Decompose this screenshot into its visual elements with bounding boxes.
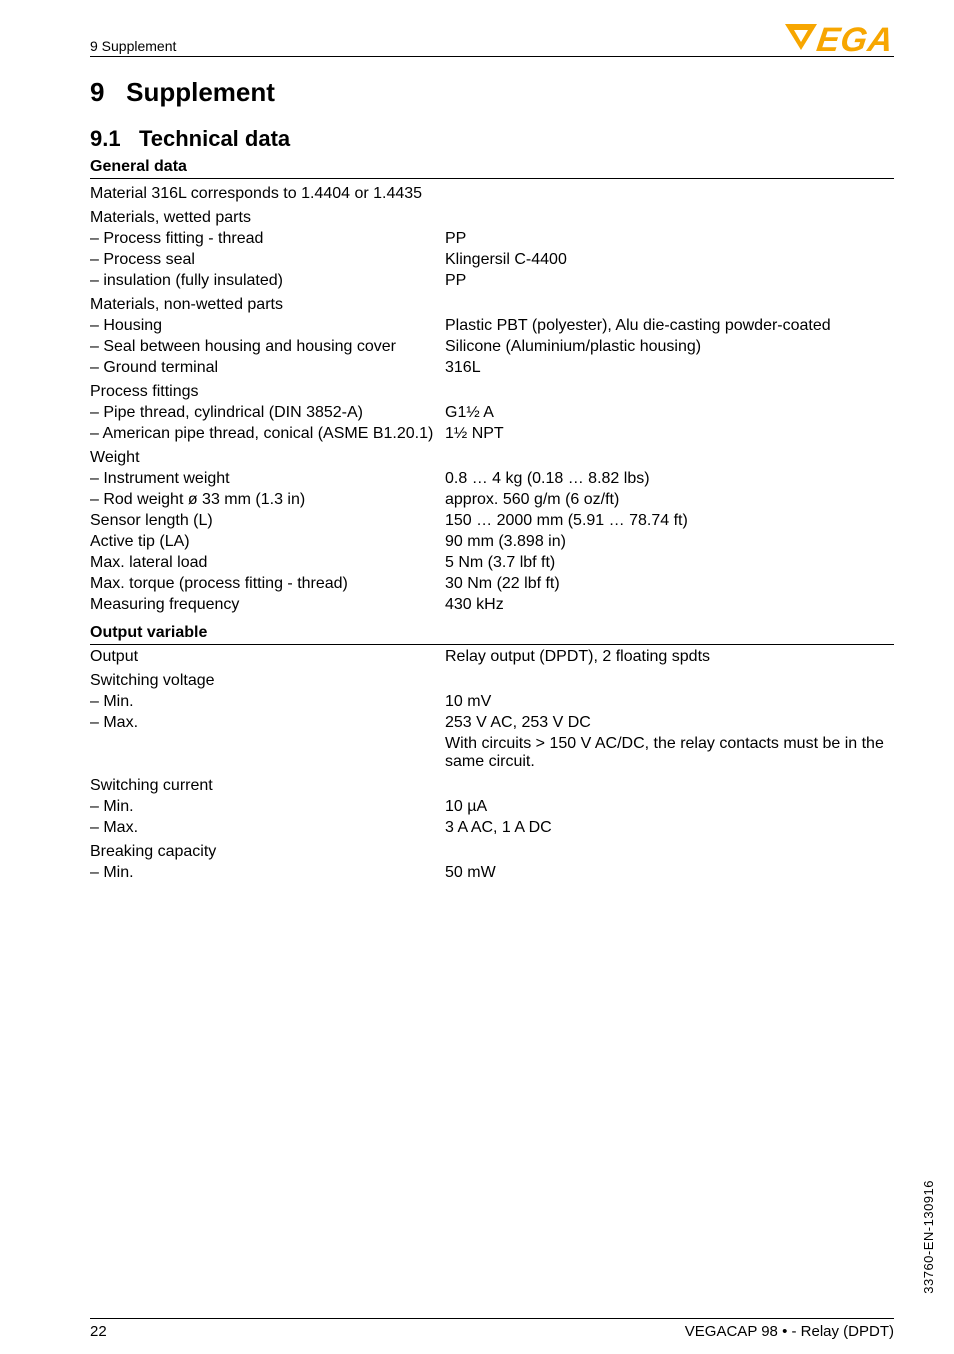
row-key: Rod weight ø 33 mm (1.3 in) <box>90 491 445 509</box>
table-row: Max.3 A AC, 1 A DC <box>90 819 894 837</box>
vega-logo: EGA <box>783 22 894 58</box>
switching-voltage-note: With circuits > 150 V AC/DC, the relay c… <box>445 735 894 771</box>
row-key: Ground terminal <box>90 359 445 377</box>
table-row: Max. torque (process fitting - thread)30… <box>90 575 894 593</box>
row-key: Process fitting - thread <box>90 230 445 248</box>
row-key: Output <box>90 648 445 666</box>
row-val: Relay output (DPDT), 2 floating spdts <box>445 648 894 666</box>
table-row: HousingPlastic PBT (polyester), Alu die-… <box>90 317 894 335</box>
table-row: Process sealKlingersil C-4400 <box>90 251 894 269</box>
row-val: 1½ NPT <box>445 425 894 443</box>
row-key: Seal between housing and housing cover <box>90 338 445 356</box>
section-name: Supplement <box>126 77 275 107</box>
row-key: Min. <box>90 864 445 882</box>
table-row: Instrument weight0.8 … 4 kg (0.18 … 8.82… <box>90 470 894 488</box>
header-bar: 9 Supplement EGA <box>90 18 894 57</box>
running-head: 9 Supplement <box>90 38 176 54</box>
breaking-capacity-label: Breaking capacity <box>90 843 894 861</box>
row-key: Max. torque (process fitting - thread) <box>90 575 445 593</box>
row-key: Housing <box>90 317 445 335</box>
table-row: Sensor length (L)150 … 2000 mm (5.91 … 7… <box>90 512 894 530</box>
row-val: 316L <box>445 359 894 377</box>
doc-ref: VEGACAP 98 • - Relay (DPDT) <box>685 1323 894 1340</box>
row-val: 10 µA <box>445 798 894 816</box>
row-val: approx. 560 g/m (6 oz/ft) <box>445 491 894 509</box>
section-title: 9 Supplement <box>90 77 894 108</box>
row-val: PP <box>445 230 894 248</box>
table-row: Pipe thread, cylindrical (DIN 3852-A)G1½… <box>90 404 894 422</box>
material-note: Material 316L corresponds to 1.4404 or 1… <box>90 185 894 203</box>
table-row: American pipe thread, conical (ASME B1.2… <box>90 425 894 443</box>
footer-bar: 22 VEGACAP 98 • - Relay (DPDT) <box>90 1318 894 1340</box>
table-row: Rod weight ø 33 mm (1.3 in)approx. 560 g… <box>90 491 894 509</box>
page: 9 Supplement EGA 9 Supplement 9.1 Techni… <box>0 0 954 1354</box>
row-val: 50 mW <box>445 864 894 882</box>
weight-label: Weight <box>90 449 894 467</box>
row-val: 10 mV <box>445 693 894 711</box>
row-val: 30 Nm (22 lbf ft) <box>445 575 894 593</box>
table-row: Seal between housing and housing coverSi… <box>90 338 894 356</box>
row-key: Sensor length (L) <box>90 512 445 530</box>
logo-text: EGA <box>815 23 896 57</box>
table-row: OutputRelay output (DPDT), 2 floating sp… <box>90 648 894 666</box>
switching-current-label: Switching current <box>90 777 894 795</box>
subsection-name: Technical data <box>139 126 290 151</box>
row-val: 0.8 … 4 kg (0.18 … 8.82 lbs) <box>445 470 894 488</box>
row-key: Min. <box>90 798 445 816</box>
row-key: Max. <box>90 819 445 837</box>
side-doc-code: 33760-EN-130916 <box>921 1180 936 1294</box>
table-row: Ground terminal316L <box>90 359 894 377</box>
general-data-heading: General data <box>90 158 894 179</box>
output-variable-heading: Output variable <box>90 624 894 645</box>
row-key: Max. <box>90 714 445 732</box>
table-row: Min.50 mW <box>90 864 894 882</box>
row-key: Measuring frequency <box>90 596 445 614</box>
row-val: 3 A AC, 1 A DC <box>445 819 894 837</box>
table-row: insulation (fully insulated)PP <box>90 272 894 290</box>
table-row: Min.10 µA <box>90 798 894 816</box>
table-row: Min.10 mV <box>90 693 894 711</box>
materials-nonwetted-label: Materials, non-wetted parts <box>90 296 894 314</box>
table-row: Active tip (LA)90 mm (3.898 in) <box>90 533 894 551</box>
page-number: 22 <box>90 1323 107 1340</box>
row-val: 253 V AC, 253 V DC <box>445 714 894 732</box>
switching-voltage-label: Switching voltage <box>90 672 894 690</box>
table-row: Process fitting - threadPP <box>90 230 894 248</box>
row-val: Silicone (Aluminium/plastic housing) <box>445 338 894 356</box>
row-key: Instrument weight <box>90 470 445 488</box>
row-val: Klingersil C-4400 <box>445 251 894 269</box>
section-number: 9 <box>90 77 104 107</box>
row-val: 430 kHz <box>445 596 894 614</box>
subsection-title: 9.1 Technical data <box>90 126 894 152</box>
materials-wetted-label: Materials, wetted parts <box>90 209 894 227</box>
row-val: 90 mm (3.898 in) <box>445 533 894 551</box>
row-val: 150 … 2000 mm (5.91 … 78.74 ft) <box>445 512 894 530</box>
row-key: Process seal <box>90 251 445 269</box>
row-key: Pipe thread, cylindrical (DIN 3852-A) <box>90 404 445 422</box>
subsection-number: 9.1 <box>90 126 121 151</box>
row-key: American pipe thread, conical (ASME B1.2… <box>90 425 445 443</box>
row-val: G1½ A <box>445 404 894 422</box>
row-key: insulation (fully insulated) <box>90 272 445 290</box>
table-row: Max.253 V AC, 253 V DC <box>90 714 894 732</box>
row-key: Max. lateral load <box>90 554 445 572</box>
row-val: Plastic PBT (polyester), Alu die-casting… <box>445 317 894 335</box>
table-row: With circuits > 150 V AC/DC, the relay c… <box>90 735 894 771</box>
process-fittings-label: Process fittings <box>90 383 894 401</box>
row-key: Min. <box>90 693 445 711</box>
logo-triangle-icon <box>783 22 819 58</box>
row-val: 5 Nm (3.7 lbf ft) <box>445 554 894 572</box>
row-val: PP <box>445 272 894 290</box>
row-key: Active tip (LA) <box>90 533 445 551</box>
table-row: Measuring frequency430 kHz <box>90 596 894 614</box>
table-row: Max. lateral load5 Nm (3.7 lbf ft) <box>90 554 894 572</box>
